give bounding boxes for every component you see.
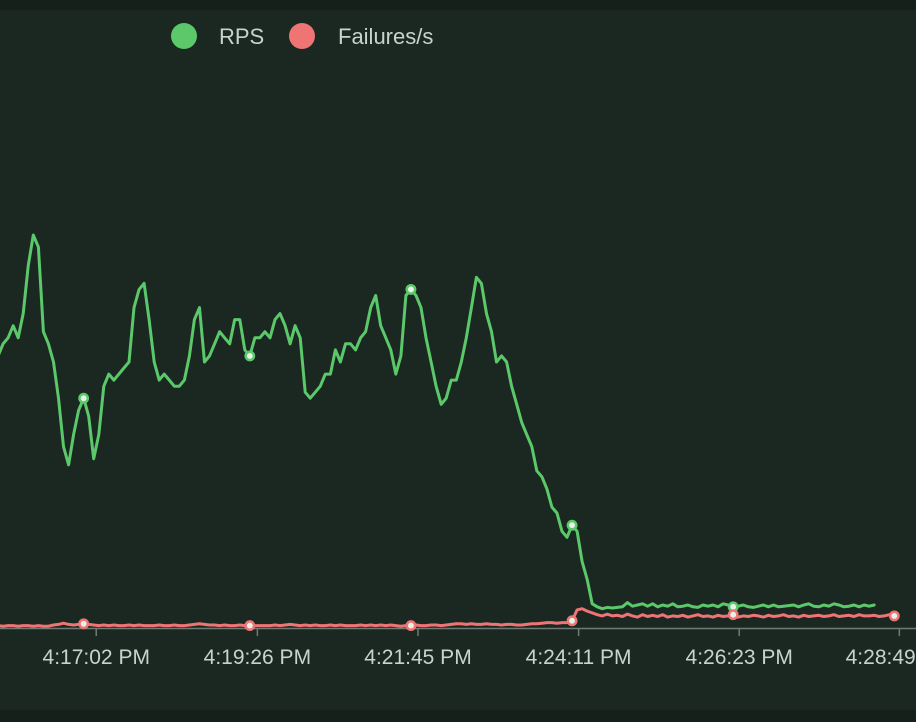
series-layer — [0, 233, 900, 632]
series-line-failures-s — [0, 607, 896, 628]
x-tick-label: 4:24:11 PM — [526, 646, 632, 669]
x-tick-label: 4:28:49 PM — [846, 646, 916, 669]
top-strip — [0, 0, 916, 10]
data-point-failures-s[interactable] — [727, 609, 739, 621]
data-point-rps[interactable] — [566, 519, 578, 531]
x-tick-label: 4:19:26 PM — [204, 646, 311, 669]
data-point-failures-s[interactable] — [78, 618, 90, 630]
x-axis-ticks: 4:17:02 PM 4:19:26 PM 4:21:45 PM 4:24:11 PM… — [43, 629, 916, 669]
data-point-failures-s[interactable] — [244, 620, 256, 632]
legend-item-failures[interactable]: Failures/s — [289, 23, 433, 49]
data-point-rps[interactable] — [405, 283, 417, 295]
x-tick-label: 4:26:23 PM — [686, 646, 793, 669]
series-line-rps — [0, 233, 876, 611]
legend-marker-rps — [171, 23, 197, 49]
legend-item-rps[interactable]: RPS — [171, 23, 264, 49]
legend: RPS Failures/s — [171, 23, 433, 49]
data-point-rps[interactable] — [244, 350, 256, 362]
legend-label-rps: RPS — [219, 24, 264, 49]
legend-marker-failures — [289, 23, 315, 49]
legend-label-failures: Failures/s — [338, 24, 433, 49]
data-point-failures-s[interactable] — [405, 620, 417, 632]
x-tick-label: 4:17:02 PM — [43, 646, 150, 669]
data-point-failures-s[interactable] — [566, 615, 578, 627]
bottom-strip — [0, 710, 916, 722]
x-tick-label: 4:21:45 PM — [364, 646, 471, 669]
data-point-rps[interactable] — [78, 392, 90, 404]
data-point-failures-s[interactable] — [888, 610, 900, 622]
